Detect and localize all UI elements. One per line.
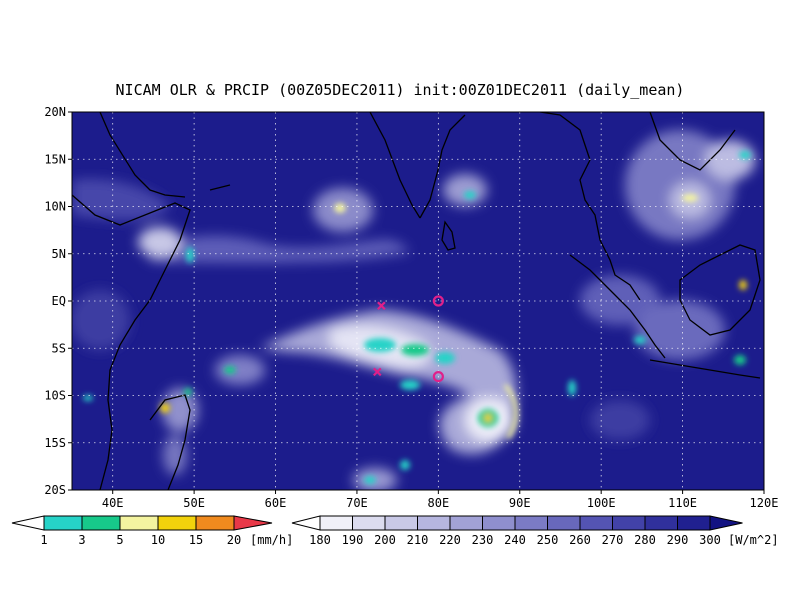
x-tick-label: 120E [750,496,779,510]
coastlines [72,112,761,490]
map-panel [72,112,764,490]
olr-color-segment [579,515,613,531]
precip-color-segment [119,515,159,531]
track-circle-marker [432,295,444,307]
y-tick-label: 5N [52,247,66,261]
olr-tick-label: 220 [439,533,461,547]
olr-colorbar: 180 190 200 210 220 230 240 250 260 270 280 290 300 [… [291,515,779,547]
precip-unit-label: [mm/h] [250,533,293,547]
y-tick-label: 5S [52,341,66,355]
olr-color-segment [612,515,646,531]
olr-low-arrow [291,515,321,531]
myanmar-malay-coast [539,112,641,301]
precip-color-segment [157,515,197,531]
olr-color-segment [677,515,711,531]
x-tick-label: 50E [183,496,205,510]
java-coast [649,359,761,379]
sumatra-coast [569,254,666,359]
y-tick-label: 10S [44,389,66,403]
precip-tick-label: 1 [40,533,47,547]
x-tick-label: 80E [428,496,450,510]
olr-color-segment [547,515,581,531]
track-cross-marker [377,301,386,311]
precip-tick-label: 3 [78,533,85,547]
precip-field [83,151,751,484]
x-tick-label: 100E [587,496,616,510]
precip-tick-label: 5 [116,533,123,547]
track-cross-marker [373,367,382,377]
precip-tick-label: 20 [227,533,241,547]
oman-coast [209,184,231,191]
olr-color-segment [644,515,678,531]
x-tick-label: 60E [265,496,287,510]
india-east-coast [419,114,466,219]
olr-tick-label: 260 [569,533,591,547]
indochina-coast [649,112,736,171]
olr-color-segment [449,515,483,531]
x-tick-label: 40E [102,496,124,510]
olr-tick-label: 230 [472,533,494,547]
olr-tick-label: 300 [699,533,721,547]
precip-high-arrow [233,515,273,531]
olr-color-segment [417,515,451,531]
olr-tick-label: 270 [602,533,624,547]
track-circle-marker [432,371,444,383]
y-tick-label: 10N [44,200,66,214]
olr-tick-label: 280 [634,533,656,547]
borneo-coast [679,244,761,336]
olr-tick-label: 210 [407,533,429,547]
y-axis: 20N 15N 10N 5N EQ 5S 10S 15S 20S [44,105,72,497]
olr-tick-label: 200 [374,533,396,547]
y-tick-label: 20S [44,483,66,497]
olr-color-segment [514,515,548,531]
y-tick-label: 15S [44,436,66,450]
x-axis: 40E 50E 60E 70E 80E 90E 100E 110E 120E [102,490,779,510]
track-markers [373,295,444,383]
sri-lanka-coast [441,220,456,251]
y-tick-label: 15N [44,152,66,166]
olr-tick-label: 240 [504,533,526,547]
precip-color-segment [195,515,235,531]
olr-tick-label: 190 [342,533,364,547]
olr-field [72,130,755,490]
olr-high-arrow [709,515,743,531]
olr-color-segment [482,515,516,531]
x-tick-label: 110E [668,496,697,510]
olr-unit-label: [W/m^2] [728,533,779,547]
olr-tick-label: 180 [309,533,331,547]
precip-tick-label: 15 [189,533,203,547]
olr-color-segment [352,515,386,531]
olr-tick-label: 290 [667,533,689,547]
arabia-coast [99,112,186,198]
precip-tick-label: 10 [151,533,165,547]
chart-title: NICAM OLR & PRCIP (00Z05DEC2011) init:00… [116,81,685,99]
olr-color-segment [384,515,418,531]
precip-color-segment [81,515,121,531]
olr-tick-label: 250 [537,533,559,547]
precip-low-arrow [11,515,45,531]
africa-coast [72,194,191,490]
y-tick-label: EQ [52,294,66,308]
olr-color-segment [319,515,353,531]
madagascar-coast [149,394,191,490]
x-tick-label: 70E [346,496,368,510]
precip-colorbar: 1 3 5 10 15 20 [mm/h] [11,515,293,547]
x-tick-label: 90E [509,496,531,510]
y-tick-label: 20N [44,105,66,119]
precip-color-segment [43,515,83,531]
india-west-coast [369,112,421,219]
